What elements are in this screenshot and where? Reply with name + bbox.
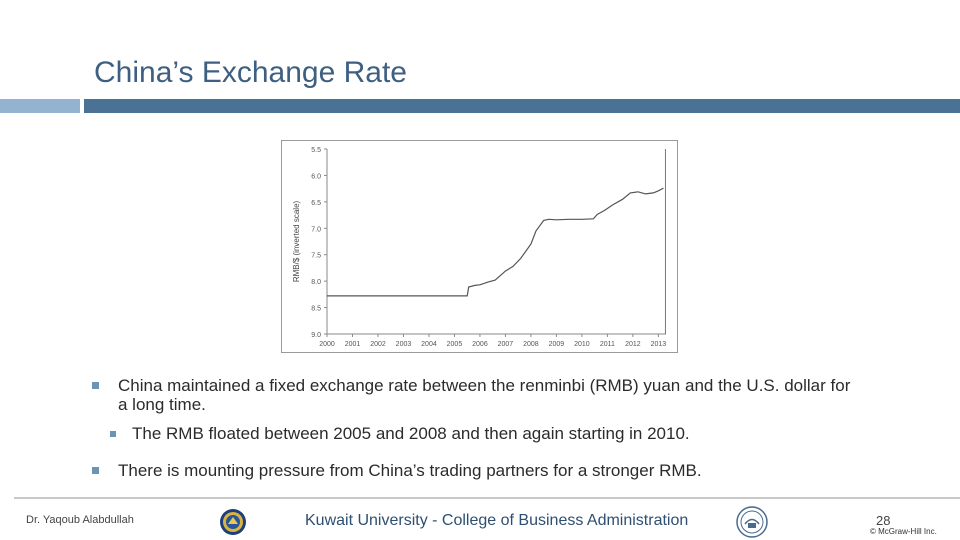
y-tick-label: 7.5: [311, 253, 321, 260]
exchange-rate-chart: 5.5 6.0 6.5 7.0 7.5 8.0 8.5 9.0 2000 2001 2002 2003…: [281, 140, 678, 353]
x-tick-label: 2007: [498, 341, 514, 348]
y-tick-label: 5.5: [311, 147, 321, 154]
y-tick-label: 6.5: [311, 200, 321, 207]
y-tick-label: 6.0: [311, 173, 321, 180]
slide-title: China’s Exchange Rate: [94, 56, 407, 89]
sub-bullet-item: The RMB floated between 2005 and 2008 an…: [110, 424, 850, 443]
footer-university: Kuwait University - College of Business …: [305, 512, 689, 529]
page-number: 28: [876, 513, 891, 528]
x-tick-label: 2013: [651, 341, 667, 348]
x-tick-label: 2009: [549, 341, 565, 348]
x-tick-label: 2000: [319, 341, 335, 348]
footer-divider: [14, 497, 960, 499]
y-tick-label: 7.0: [311, 226, 321, 233]
footer-author: Dr. Yaqoub Alabdullah: [26, 514, 134, 526]
y-tick-label: 8.0: [311, 279, 321, 286]
title-accent-bar-light: [0, 99, 80, 113]
sub-bullet-text: The RMB floated between 2005 and 2008 an…: [132, 424, 690, 443]
series-line: [327, 187, 664, 297]
x-tick-label: 2010: [574, 341, 590, 348]
x-tick-label: 2011: [600, 341, 615, 348]
copyright-notice: © McGraw-Hill Inc.: [870, 527, 937, 536]
y-tick-label: 8.5: [311, 306, 321, 313]
square-bullet-icon: [92, 382, 99, 389]
x-tick-label: 2001: [345, 341, 361, 348]
square-bullet-icon: [110, 431, 116, 437]
college-seal-icon: [736, 506, 768, 538]
chart-canvas: 5.5 6.0 6.5 7.0 7.5 8.0 8.5 9.0 2000 2001 2002 2003…: [292, 147, 667, 348]
x-tick-label: 2008: [523, 341, 539, 348]
x-tick-label: 2006: [472, 341, 488, 348]
x-tick-label: 2002: [370, 341, 386, 348]
bullet-text: There is mounting pressure from China’s …: [118, 461, 702, 480]
bullet-item: There is mounting pressure from China’s …: [92, 461, 862, 480]
x-tick-label: 2005: [447, 341, 463, 348]
x-tick-label: 2003: [396, 341, 412, 348]
y-axis-label: RMB/$ (inverted scale): [292, 200, 301, 282]
x-tick-label: 2004: [421, 341, 437, 348]
bullet-item: China maintained a fixed exchange rate b…: [92, 376, 862, 414]
bullet-text: China maintained a fixed exchange rate b…: [118, 376, 851, 414]
title-accent-bar: [84, 99, 960, 113]
x-tick-label: 2012: [625, 341, 641, 348]
y-tick-label: 9.0: [311, 332, 321, 339]
square-bullet-icon: [92, 467, 99, 474]
university-seal-icon: [220, 509, 246, 535]
